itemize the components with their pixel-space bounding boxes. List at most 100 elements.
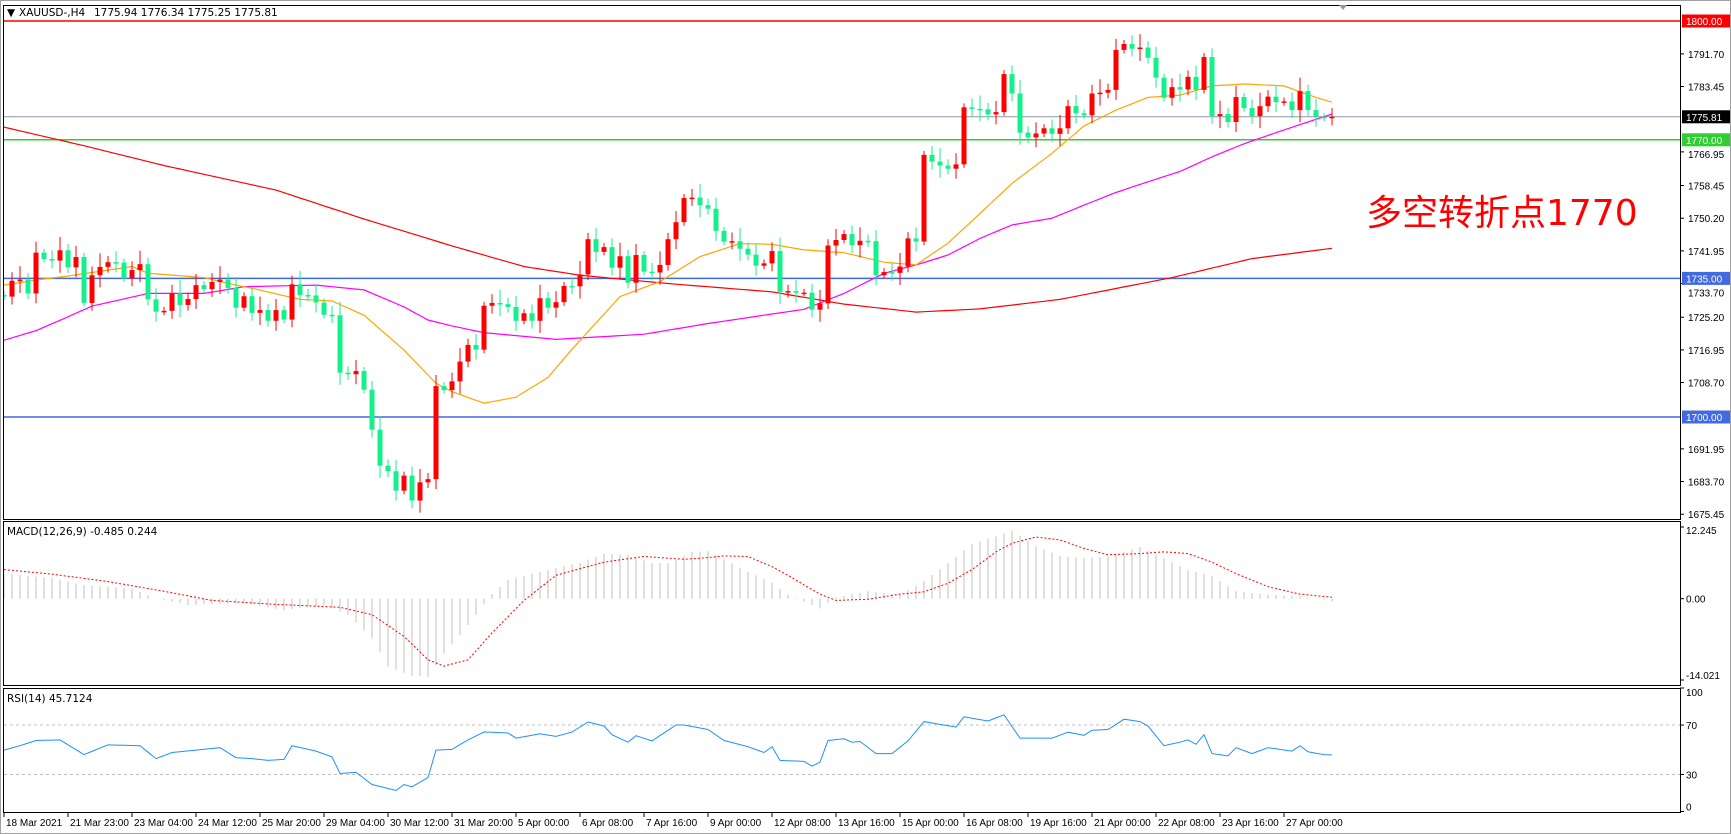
candle — [345, 366, 351, 380]
candle — [393, 460, 399, 501]
candle-body — [73, 257, 79, 268]
candle — [545, 291, 551, 314]
candle — [673, 211, 679, 250]
candle-body — [713, 208, 719, 231]
candle-body — [417, 482, 423, 501]
candle — [921, 150, 927, 246]
main-pane[interactable] — [3, 5, 1681, 520]
candle-body — [241, 296, 247, 308]
candle — [993, 100, 999, 125]
candle-body — [633, 255, 639, 283]
candle-body — [1169, 87, 1175, 98]
candle — [825, 239, 831, 310]
candle-body — [497, 302, 503, 305]
candle-body — [49, 258, 55, 261]
rsi-pane[interactable] — [3, 688, 1681, 813]
candle-body — [977, 108, 983, 111]
candle — [1137, 34, 1143, 61]
symbol-menu-arrow-icon[interactable]: ▼ — [7, 7, 16, 19]
annotation-text[interactable]: 多空转折点1770 — [1366, 193, 1638, 234]
candle-body — [25, 279, 31, 294]
candle — [833, 228, 839, 256]
candle-body — [105, 262, 111, 267]
candle — [1249, 99, 1255, 124]
candle-body — [89, 275, 95, 303]
candle — [665, 232, 671, 271]
ma-slow-line — [4, 126, 1333, 313]
candle-body — [217, 279, 223, 282]
candle-body — [409, 475, 415, 501]
candle — [497, 289, 503, 317]
candle — [225, 273, 231, 294]
candle — [865, 234, 871, 247]
candle — [1081, 109, 1087, 119]
candle — [161, 306, 167, 316]
candle — [521, 309, 527, 325]
candle — [1097, 79, 1103, 106]
price-tick-label: 1733.70 — [1688, 288, 1725, 299]
candle-body — [585, 239, 591, 275]
candle — [153, 288, 159, 322]
candle — [809, 283, 815, 318]
time-tick-label: 22 Apr 08:00 — [1158, 818, 1215, 829]
macd-pane[interactable] — [3, 521, 1681, 686]
candle — [465, 338, 471, 368]
candle-body — [505, 304, 511, 307]
candle-body — [489, 302, 495, 306]
candle-body — [1113, 49, 1119, 90]
candle-body — [433, 386, 439, 480]
candle — [889, 263, 895, 281]
candle — [313, 284, 319, 313]
candle — [401, 471, 407, 495]
level-price-label: 1700.00 — [1686, 413, 1723, 424]
candle-body — [457, 361, 463, 382]
candle-body — [385, 465, 391, 472]
candle-body — [353, 371, 359, 375]
macd-axis-label: 12.245 — [1686, 526, 1717, 537]
level-price-label: 1770.00 — [1686, 136, 1723, 147]
time-tick-label: 7 Apr 16:00 — [646, 818, 698, 829]
candle — [321, 298, 327, 319]
candle-body — [929, 154, 935, 162]
candle — [929, 146, 935, 170]
candle-body — [1225, 114, 1231, 122]
candle-body — [9, 280, 15, 297]
candle-body — [609, 247, 615, 268]
candle — [601, 243, 607, 256]
candle — [201, 281, 207, 293]
candle-body — [225, 279, 231, 288]
candle-body — [321, 302, 327, 315]
candle — [1161, 73, 1167, 102]
candle — [385, 459, 391, 477]
candle — [425, 472, 431, 489]
candle-body — [401, 475, 407, 491]
chart-shift-marker-icon[interactable] — [1339, 5, 1347, 10]
level-price-box — [1682, 14, 1730, 28]
candle-body — [1185, 76, 1191, 90]
candle-body — [881, 272, 887, 276]
macd-signal-line — [4, 536, 1333, 667]
candle-body — [1025, 132, 1031, 138]
candle — [81, 253, 87, 307]
candle-body — [1201, 57, 1207, 90]
price-tick-label: 1691.95 — [1688, 445, 1725, 456]
candle-body — [809, 292, 815, 310]
rsi-axis-label: 0 — [1686, 803, 1692, 814]
candle-body — [577, 274, 583, 287]
candle-body — [441, 386, 447, 391]
candle-body — [113, 262, 119, 264]
candle — [721, 226, 727, 246]
candle — [585, 232, 591, 281]
current-price-label: 1775.81 — [1686, 113, 1723, 124]
candle — [945, 159, 951, 175]
candle-body — [1233, 97, 1239, 122]
price-tick-label: 1675.45 — [1688, 510, 1725, 521]
price-tick-label: 1725.20 — [1688, 313, 1725, 324]
candle — [233, 276, 239, 318]
candle-body — [1257, 106, 1263, 117]
moving-averages — [4, 83, 1333, 404]
candle-body — [993, 112, 999, 115]
candle — [33, 241, 39, 304]
ma-fast-line — [4, 83, 1333, 404]
